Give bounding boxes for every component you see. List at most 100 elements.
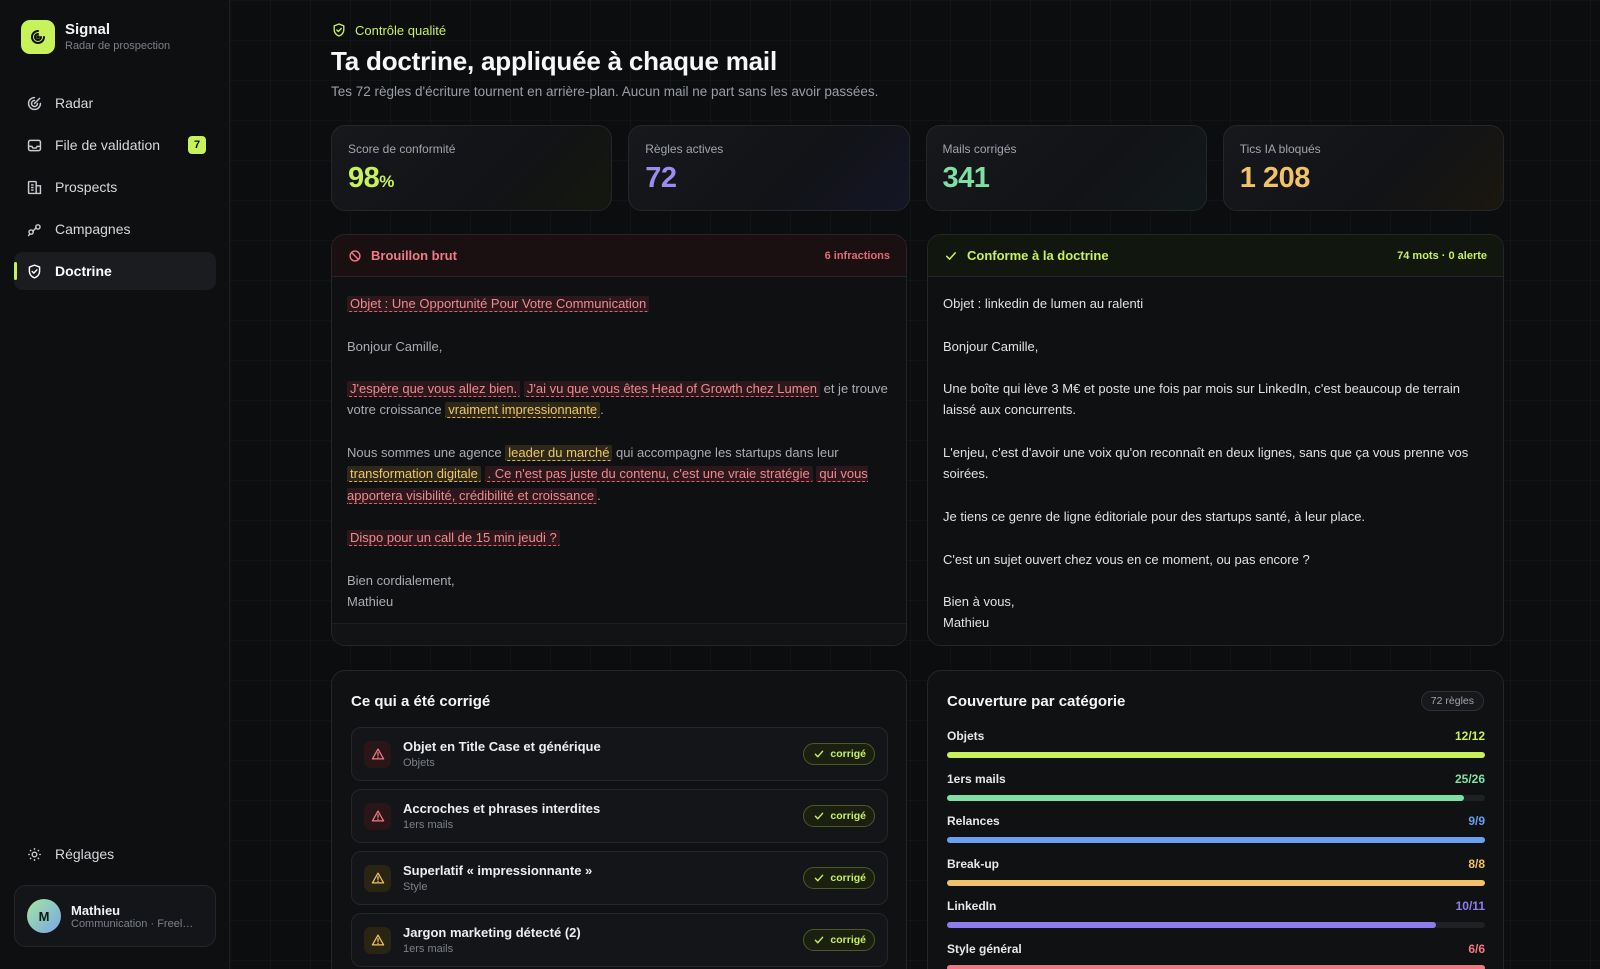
validation-count-badge: 7 xyxy=(188,136,206,154)
status-badge: corrigé xyxy=(803,929,875,951)
correction-category: 1ers mails xyxy=(403,943,454,955)
inbox-icon xyxy=(27,139,42,151)
kicker-label: Contrôle qualité xyxy=(355,22,447,38)
flagged-subject[interactable]: Objet : Une Opportunité Pour Votre Commu… xyxy=(347,296,650,312)
check-icon xyxy=(815,874,824,882)
sidebar-item-label: Campagnes xyxy=(55,221,131,237)
coverage-bar xyxy=(947,922,1485,929)
correction-title: Jargon marketing détecté (2) xyxy=(403,925,581,940)
sidebar-item-campagnes[interactable]: Campagnes xyxy=(14,210,216,248)
stat-card-tics: Tics IA bloqués 1 208 xyxy=(1222,125,1504,211)
list-item[interactable]: Jargon marketing détecté (2) 1ers mails … xyxy=(351,913,888,967)
flagged-jargon[interactable]: transformation digitale xyxy=(347,466,481,483)
flagged-jargon[interactable]: leader du marché xyxy=(505,445,613,462)
correction-title: Accroches et phrases interdites xyxy=(403,801,601,816)
page-title: Ta doctrine, appliquée à chaque mail xyxy=(331,46,777,76)
sidebar-item-label: Doctrine xyxy=(55,263,112,279)
mail-paragraph: Je tiens ce genre de ligne éditoriale po… xyxy=(943,508,1366,524)
draft-panel: Brouillon brut 6 infractions Objet : Une… xyxy=(331,234,907,646)
coverage-label: 1ers mails xyxy=(947,771,1006,786)
coverage-row: Relances 9/9 xyxy=(947,814,1485,857)
brand-name: Signal xyxy=(65,21,111,38)
stat-value: 341 xyxy=(942,162,990,194)
mail-text: . xyxy=(600,402,604,418)
mail-closing: Bien cordialement, xyxy=(347,572,455,588)
user-card[interactable]: M Mathieu Communication · Freela... xyxy=(14,885,216,947)
rules-count-pill: 72 règles xyxy=(1420,691,1484,711)
draft-panel-title: Brouillon brut xyxy=(371,248,457,263)
coverage-bar xyxy=(947,964,1485,969)
flagged-phrase[interactable]: J'ai vu que vous êtes Head of Growth che… xyxy=(523,381,820,398)
warning-icon xyxy=(364,864,391,892)
sidebar: Signal Radar de prospection Radar File d… xyxy=(0,0,230,969)
shield-check-icon xyxy=(333,23,345,37)
coverage-label: Relances xyxy=(947,814,1000,829)
campaign-icon xyxy=(27,223,41,236)
avatar: M xyxy=(27,899,61,933)
coverage-count: 6/6 xyxy=(1468,941,1485,956)
coverage-list: Objets 12/12 1ers mails 25/26 Relances 9/9 … xyxy=(947,729,1485,969)
corrections-list: Objet en Title Case et générique Objets … xyxy=(351,727,888,969)
list-item[interactable]: Accroches et phrases interdites 1ers mai… xyxy=(351,789,888,843)
mail-paragraph: Une boîte qui lève 3 M€ et poste une foi… xyxy=(943,381,1461,418)
user-name: Mathieu xyxy=(71,902,121,918)
mail-text: qui accompagne les startups dans leur xyxy=(612,445,839,461)
brand[interactable]: Signal Radar de prospection xyxy=(21,20,170,54)
radar-icon xyxy=(27,96,42,110)
flagged-superlative[interactable]: vraiment impressionnante xyxy=(445,402,601,419)
stat-label: Score de conformité xyxy=(348,142,456,156)
stat-card-conformite: Score de conformité 98% xyxy=(331,125,613,211)
brand-subtitle: Radar de prospection xyxy=(65,40,171,52)
word-alert-count: 74 mots · 0 alerte xyxy=(1397,249,1487,262)
coverage-label: Break-up xyxy=(947,856,1000,871)
correction-category: Style xyxy=(403,881,428,893)
correction-category: Objets xyxy=(403,757,435,769)
main-nav: Radar File de validation 7 Prospects Cam… xyxy=(14,84,216,294)
flagged-cta[interactable]: Dispo pour un call de 15 min jeudi ? xyxy=(347,530,560,547)
draft-panel-footer xyxy=(332,623,906,645)
mail-subject: Objet : linkedin de lumen au ralenti xyxy=(943,296,1144,311)
sidebar-item-label: Radar xyxy=(55,95,94,111)
mail-text: . xyxy=(597,487,601,503)
gear-icon xyxy=(28,847,41,861)
flagged-phrase[interactable]: . Ce n'est pas juste du contenu, c'est u… xyxy=(484,466,813,483)
shield-check-icon xyxy=(28,263,41,279)
sidebar-item-label: File de validation xyxy=(55,137,161,153)
sidebar-item-prospects[interactable]: Prospects xyxy=(14,168,216,206)
coverage-count: 8/8 xyxy=(1468,856,1485,871)
list-item[interactable]: Superlatif « impressionnante » Style cor… xyxy=(351,851,888,905)
draft-panel-header: Brouillon brut 6 infractions xyxy=(332,235,906,277)
stat-card-mails: Mails corrigés 341 xyxy=(925,125,1207,211)
list-item[interactable]: Objet en Title Case et générique Objets … xyxy=(351,727,888,781)
stat-label: Tics IA bloqués xyxy=(1239,142,1321,156)
stat-card-regles: Règles actives 72 xyxy=(628,125,910,211)
coverage-bar-fill xyxy=(947,752,1485,758)
correction-title: Objet en Title Case et générique xyxy=(403,739,601,754)
stats-row: Score de conformité 98% Règles actives 7… xyxy=(331,125,1504,211)
mail-greeting: Bonjour Camille, xyxy=(347,338,443,354)
coverage-bar-fill xyxy=(947,837,1485,844)
sidebar-item-doctrine[interactable]: Doctrine xyxy=(14,252,216,290)
mail-signature: Mathieu xyxy=(347,594,394,610)
coverage-row: Style général 6/6 xyxy=(947,942,1485,969)
coverage-row: Break-up 8/8 xyxy=(947,857,1485,900)
coverage-row: LinkedIn 10/11 xyxy=(947,899,1485,942)
coverage-count: 9/9 xyxy=(1468,814,1485,829)
coverage-title: Couverture par catégorie xyxy=(947,693,1126,710)
section-kicker: Contrôle qualité xyxy=(331,22,446,38)
warning-icon xyxy=(364,802,391,830)
mail-text: Nous sommes une agence xyxy=(347,445,506,461)
coverage-bar xyxy=(947,794,1485,801)
sidebar-item-reglages[interactable]: Réglages xyxy=(14,835,216,873)
coverage-card: Couverture par catégorie 72 règles Objet… xyxy=(927,670,1504,969)
flagged-phrase[interactable]: J'espère que vous allez bien. xyxy=(347,381,521,398)
sidebar-item-radar[interactable]: Radar xyxy=(14,84,216,122)
correction-category: 1ers mails xyxy=(403,819,454,831)
check-icon xyxy=(815,812,824,820)
stat-value: 98% xyxy=(348,162,394,194)
corrections-card: Ce qui a été corrigé Objet en Title Case… xyxy=(331,670,907,969)
coverage-label: LinkedIn xyxy=(947,899,997,914)
sidebar-item-file-de-validation[interactable]: File de validation 7 xyxy=(14,126,216,164)
coverage-bar xyxy=(947,752,1485,758)
warning-icon xyxy=(364,740,391,768)
